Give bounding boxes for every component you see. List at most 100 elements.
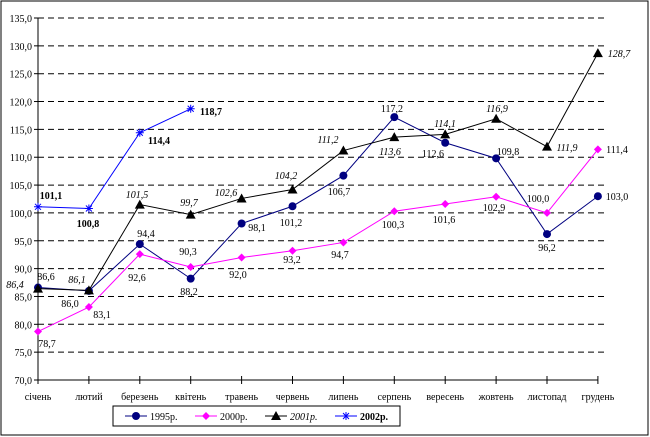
y-tick-label: 100,0 xyxy=(10,209,33,220)
legend-marker xyxy=(202,412,210,420)
data-label-1995: 101,2 xyxy=(280,218,303,229)
x-tick-label: березень xyxy=(121,392,159,403)
data-point-2002 xyxy=(34,202,42,211)
data-point-2002 xyxy=(135,128,144,137)
data-point-1995 xyxy=(492,154,501,163)
data-label-2001: 114,1 xyxy=(434,119,456,130)
data-label-1995: 109,8 xyxy=(497,147,520,158)
x-tick-label: лютий xyxy=(75,392,103,403)
data-label-2000: 102,9 xyxy=(483,203,506,214)
data-label-2000: 100,3 xyxy=(382,220,405,231)
data-point-2001 xyxy=(185,209,196,219)
x-tick-label: травень xyxy=(225,392,258,403)
data-label-2001: 111,2 xyxy=(317,135,338,146)
data-label-1995: 103,0 xyxy=(606,192,629,203)
y-tick-label: 75,0 xyxy=(15,348,33,359)
data-label-2001: 86,1 xyxy=(68,275,86,286)
data-point-2000 xyxy=(237,253,246,262)
y-tick-label: 70,0 xyxy=(15,376,33,387)
y-tick-label: 110,0 xyxy=(10,153,32,164)
y-tick-label: 95,0 xyxy=(15,237,33,248)
y-tick-label: 125,0 xyxy=(10,70,33,81)
data-point-2000 xyxy=(441,200,450,209)
legend-label: 2001р. xyxy=(290,412,318,423)
data-label-2002: 114,4 xyxy=(148,136,170,147)
x-tick-label: грудень xyxy=(582,392,615,403)
data-point-2001 xyxy=(592,48,603,58)
data-label-1995: 94,4 xyxy=(137,229,155,240)
data-label-2001: 102,6 xyxy=(215,188,238,199)
y-tick-label: 115,0 xyxy=(10,125,32,136)
data-label-2002: 101,1 xyxy=(40,191,63,202)
y-tick-label: 130,0 xyxy=(10,42,33,53)
series-line-2000 xyxy=(37,149,599,332)
data-label-2001: 86,4 xyxy=(6,280,24,291)
data-point-2001 xyxy=(134,199,145,209)
data-point-1995 xyxy=(237,219,246,228)
data-label-2001: 116,9 xyxy=(486,104,508,115)
data-point-2001 xyxy=(491,113,502,123)
data-label-2000: 90,3 xyxy=(179,247,197,258)
data-point-2001 xyxy=(389,132,400,142)
data-label-2001: 101,5 xyxy=(126,190,149,201)
data-point-2001 xyxy=(287,184,298,194)
data-label-2000: 92,6 xyxy=(128,273,146,284)
legend-label: 2002р. xyxy=(360,412,389,423)
data-label-2000: 101,6 xyxy=(433,215,456,226)
data-point-2000 xyxy=(543,208,551,217)
data-point-2001 xyxy=(440,129,451,139)
legend-label: 1995р. xyxy=(150,412,178,423)
y-tick-label: 80,0 xyxy=(15,320,33,331)
x-tick-label: листопад xyxy=(528,392,567,403)
data-point-1995 xyxy=(441,138,450,147)
data-point-2000 xyxy=(390,207,399,216)
data-point-2000 xyxy=(135,250,144,259)
data-label-1995: 86,6 xyxy=(37,272,55,283)
x-tick-label: червень xyxy=(276,392,310,403)
legend-marker xyxy=(271,411,281,420)
data-point-1995 xyxy=(390,113,399,122)
legend-marker xyxy=(342,412,350,420)
data-point-1995 xyxy=(593,192,602,201)
data-label-1995: 96,2 xyxy=(538,243,556,254)
series-line-2001 xyxy=(37,52,599,291)
data-label-2001: 104,2 xyxy=(275,171,298,182)
data-point-2000 xyxy=(492,192,501,201)
data-point-2001 xyxy=(236,193,247,203)
legend-label: 2000р. xyxy=(220,412,248,423)
data-point-1995 xyxy=(135,240,144,249)
legend-marker xyxy=(132,412,140,420)
y-tick-label: 105,0 xyxy=(10,181,33,192)
data-label-1995: 86,0 xyxy=(61,299,79,310)
x-tick-label: жовтень xyxy=(478,392,514,403)
series-line-1995 xyxy=(37,116,599,292)
data-point-2001 xyxy=(338,145,349,155)
data-label-2002: 118,7 xyxy=(200,107,222,118)
data-point-2000 xyxy=(288,246,297,255)
data-label-2001: 113,6 xyxy=(379,147,401,158)
data-point-2001 xyxy=(542,141,552,151)
data-label-1995: 88,2 xyxy=(180,287,198,298)
y-tick-label: 90,0 xyxy=(15,265,33,276)
data-label-2000: 111,4 xyxy=(606,145,628,156)
data-label-2000: 83,1 xyxy=(93,310,111,321)
data-point-2000 xyxy=(339,238,348,247)
data-point-2000 xyxy=(593,145,602,154)
data-label-2000: 100,0 xyxy=(527,194,550,205)
data-point-2001 xyxy=(83,285,94,295)
data-label-2000: 94,7 xyxy=(331,250,349,261)
data-label-1995: 106,7 xyxy=(328,187,351,198)
data-point-2000 xyxy=(84,303,93,312)
data-point-2000 xyxy=(186,262,195,271)
y-tick-label: 135,0 xyxy=(10,14,33,25)
data-label-2000: 92,0 xyxy=(229,270,247,281)
data-label-1995: 112,6 xyxy=(422,149,444,160)
series-line-2002 xyxy=(37,108,191,209)
data-point-2002 xyxy=(84,204,93,213)
data-label-2001: 111,9 xyxy=(556,143,577,154)
data-label-2000: 78,7 xyxy=(38,339,56,350)
data-point-2001 xyxy=(33,283,43,293)
data-point-1995 xyxy=(543,230,551,239)
